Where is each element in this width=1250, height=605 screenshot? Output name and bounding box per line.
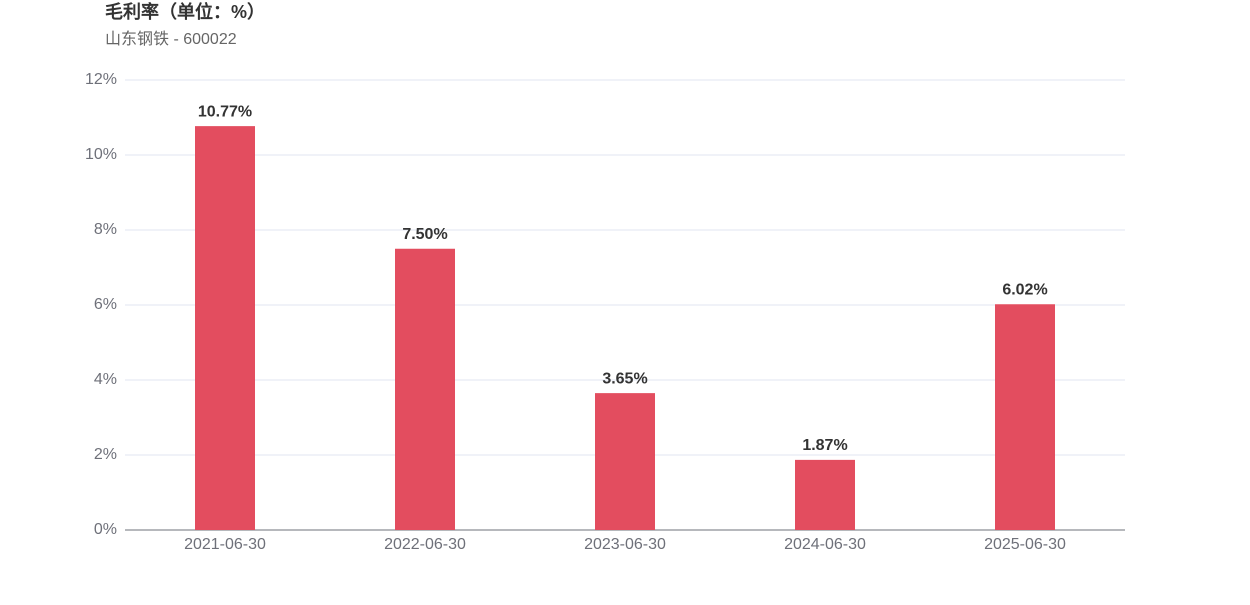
value-label: 10.77% — [198, 103, 252, 120]
x-tick-label: 2025-06-30 — [984, 536, 1066, 553]
bar — [595, 393, 655, 530]
y-tick-label: 10% — [85, 146, 117, 163]
y-tick-label: 8% — [94, 221, 117, 238]
chart-title: 毛利率（单位：%） — [105, 1, 265, 22]
value-label: 7.50% — [402, 226, 447, 243]
y-tick-label: 12% — [85, 71, 117, 88]
value-label: 3.65% — [602, 370, 647, 387]
bar — [395, 248, 455, 530]
bar — [795, 459, 855, 530]
bar — [195, 126, 255, 530]
y-tick-label: 2% — [94, 446, 117, 463]
y-tick-label: 0% — [94, 521, 117, 538]
x-tick-label: 2021-06-30 — [184, 536, 266, 553]
chart-subtitle: 山东钢铁 - 600022 — [105, 30, 237, 48]
value-label: 1.87% — [802, 437, 847, 454]
y-tick-label: 4% — [94, 371, 117, 388]
x-tick-label: 2024-06-30 — [784, 536, 866, 553]
value-label: 6.02% — [1002, 281, 1047, 298]
bar — [995, 304, 1055, 530]
x-tick-label: 2023-06-30 — [584, 536, 666, 553]
y-tick-label: 6% — [94, 296, 117, 313]
x-tick-label: 2022-06-30 — [384, 536, 466, 553]
